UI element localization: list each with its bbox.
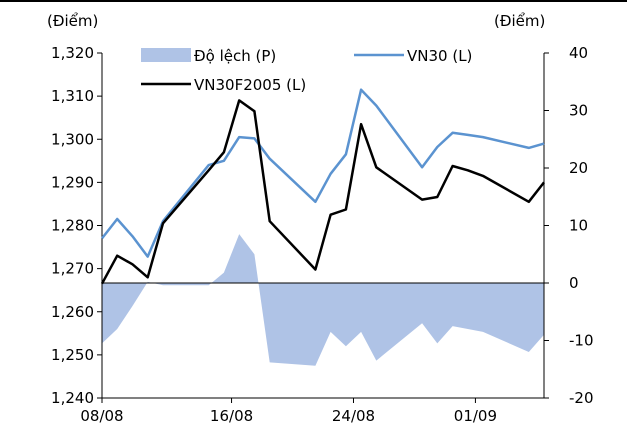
left-tick-label: 1,280 [51, 217, 94, 235]
left-tick-label: 1,290 [51, 173, 94, 191]
legend-label-deviation: Độ lệch (P) [194, 47, 276, 65]
right-tick-label: 20 [569, 159, 588, 177]
legend-swatch-deviation [141, 48, 191, 62]
right-tick-label: 10 [569, 217, 588, 235]
x-tick-label: 01/09 [454, 407, 497, 425]
x-tick-label: 24/08 [332, 407, 375, 425]
deviation-area [102, 234, 544, 366]
line-layer [100, 88, 545, 285]
label-layer: 1,240 1,250 1,260 1,270 1,280 1,290 1,300 1,310… [51, 44, 593, 425]
left-unit-label: (Điểm) [47, 12, 98, 30]
left-tick-label: 1,300 [51, 130, 94, 148]
axis-layer [97, 52, 549, 403]
top-rule [0, 0, 627, 2]
right-unit-label: (Điểm) [494, 12, 545, 30]
left-tick-label: 1,240 [51, 389, 94, 407]
left-tick-label: 1,310 [51, 87, 94, 105]
vn30f2005-line [100, 99, 545, 285]
area-layer [102, 234, 544, 366]
x-tick-label: 16/08 [210, 407, 253, 425]
left-tick-label: 1,250 [51, 346, 94, 364]
right-tick-label: 40 [569, 44, 588, 62]
vn30-line [101, 88, 545, 258]
right-tick-label: 0 [569, 274, 579, 292]
right-tick-label: 30 [569, 102, 588, 120]
x-tick-label: 08/08 [80, 407, 123, 425]
left-tick-label: 1,260 [51, 303, 94, 321]
legend-label-vn30: VN30 (L) [407, 47, 472, 65]
left-tick-label: 1,270 [51, 260, 94, 278]
left-tick-label: 1,320 [51, 44, 94, 62]
legend-label-vn30f2005: VN30F2005 (L) [194, 76, 306, 94]
right-tick-label: -20 [569, 389, 594, 407]
legend: Độ lệch (P) VN30 (L) VN30F2005 (L) [141, 47, 472, 94]
right-tick-label: -10 [569, 332, 594, 350]
